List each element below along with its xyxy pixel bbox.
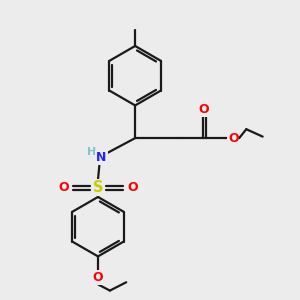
Text: O: O <box>93 271 103 284</box>
Text: O: O <box>128 181 138 194</box>
Text: H: H <box>87 147 96 157</box>
Text: S: S <box>93 180 103 195</box>
Text: N: N <box>96 151 107 164</box>
Text: O: O <box>58 181 68 194</box>
Text: O: O <box>228 132 238 145</box>
Text: O: O <box>198 103 209 116</box>
